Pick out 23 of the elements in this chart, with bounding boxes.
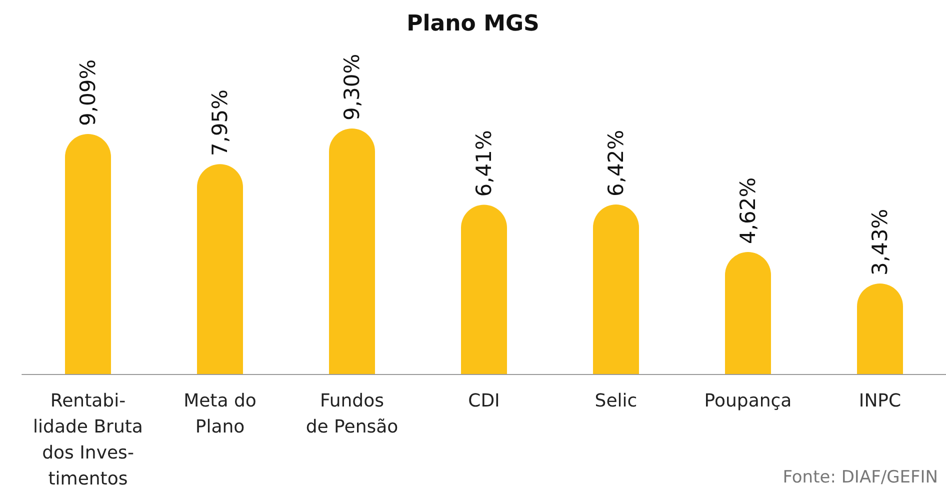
data-label: 4,62% — [736, 177, 760, 244]
x-tick-label: INPC — [858, 390, 902, 412]
bar — [725, 252, 771, 374]
data-label: 7,95% — [208, 89, 232, 156]
bar — [329, 128, 375, 374]
bar — [461, 204, 507, 374]
x-tick-label: Meta do Plano — [184, 390, 256, 438]
data-label: 9,30% — [340, 54, 364, 120]
bar — [857, 283, 903, 374]
x-tick-label: CDI — [468, 390, 500, 412]
bar — [197, 164, 243, 374]
x-tick-label: Poupança — [704, 390, 792, 412]
x-tick-label: Rentabi- lidade Bruta dos Inves- timentos — [33, 390, 143, 490]
x-tick-label: Fundos de Pensão — [306, 390, 398, 438]
data-label: 6,42% — [604, 130, 628, 197]
x-tick-label: Selic — [594, 390, 638, 412]
chart-title: Plano MGS — [406, 12, 540, 36]
bar — [65, 134, 111, 374]
data-label: 9,09% — [76, 59, 100, 126]
bar — [593, 204, 639, 374]
source-note: Fonte: DIAF/GEFIN — [782, 468, 938, 488]
data-label: 6,41% — [472, 130, 496, 197]
data-label: 3,43% — [868, 208, 892, 276]
